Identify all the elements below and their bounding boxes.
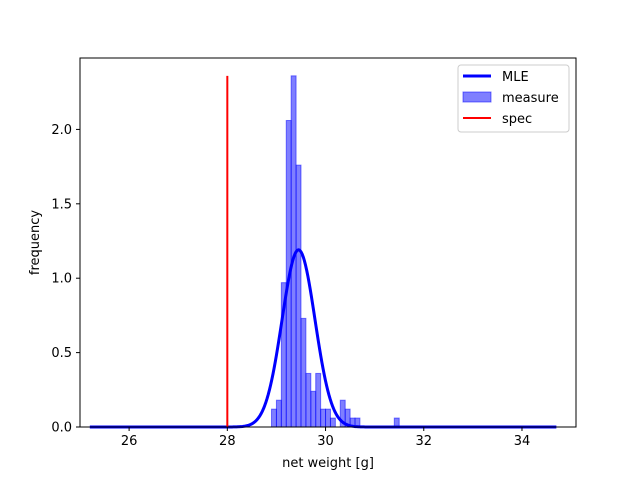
plot-area-frame bbox=[79, 57, 577, 428]
y-tick-label: 1.5 bbox=[51, 197, 72, 212]
legend-label-measure: measure bbox=[502, 91, 559, 106]
mle-curve bbox=[89, 248, 557, 429]
legend-label-spec: spec bbox=[502, 112, 532, 127]
y-tick-label: 0.5 bbox=[51, 346, 72, 361]
histogram-bar bbox=[325, 408, 331, 428]
histogram-bar bbox=[329, 417, 336, 428]
histogram-bar bbox=[320, 408, 327, 428]
legend-box bbox=[457, 64, 570, 133]
y-tick-label: 1.0 bbox=[51, 272, 72, 287]
x-tick-label: 34 bbox=[514, 434, 531, 449]
x-tick-label: 32 bbox=[415, 434, 432, 449]
y-tick-label: 2.0 bbox=[51, 123, 72, 138]
legend-label-mle: MLE bbox=[502, 70, 529, 85]
y-axis-label: frequency bbox=[28, 210, 43, 276]
histogram-bar bbox=[295, 164, 302, 428]
legend: MLE measure spec bbox=[457, 64, 570, 133]
histogram-bar bbox=[271, 408, 277, 428]
histogram-bar bbox=[275, 399, 282, 428]
x-axis-ticks: 26 28 30 32 34 bbox=[121, 427, 530, 449]
histogram-bar bbox=[310, 390, 317, 428]
x-axis-label: net weight [g] bbox=[282, 456, 374, 471]
histogram-bar bbox=[305, 372, 312, 428]
x-tick-label: 26 bbox=[121, 434, 138, 449]
y-axis-ticks: 0.0 0.5 1.0 1.5 2.0 bbox=[51, 123, 80, 436]
legend-swatch-measure bbox=[462, 91, 492, 103]
histogram-bar bbox=[315, 372, 322, 428]
histogram-bars bbox=[271, 75, 400, 428]
histogram-bar bbox=[300, 317, 307, 428]
y-tick-label: 0.0 bbox=[51, 421, 72, 436]
x-tick-label: 30 bbox=[317, 434, 334, 449]
x-tick-label: 28 bbox=[219, 434, 236, 449]
